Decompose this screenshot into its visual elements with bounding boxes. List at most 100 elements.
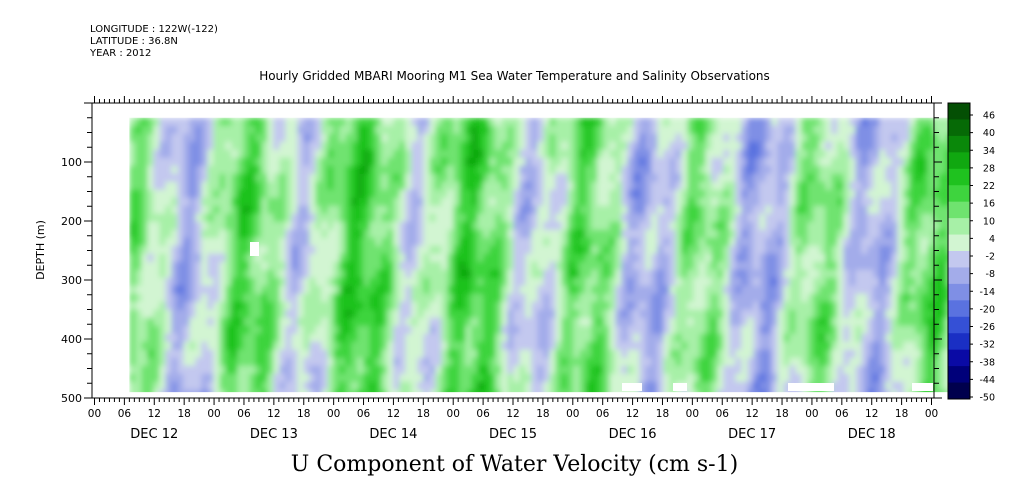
heat-cell [339,213,347,223]
heat-cell [369,221,377,231]
heat-cell [717,389,725,393]
heat-cell [567,357,575,367]
heat-cell [429,157,437,167]
heat-cell [579,341,587,351]
heat-cell [891,277,899,287]
heat-cell [255,125,263,135]
heat-cell [129,197,137,207]
heat-cell [729,253,737,263]
heat-cell [633,141,641,151]
heat-cell [525,381,533,391]
heat-cell [543,149,551,159]
heat-cell [129,317,137,327]
heat-cell [651,189,659,199]
heat-cell [615,333,623,343]
heat-cell [453,293,461,303]
heat-cell [501,213,509,223]
heat-cell [531,325,539,335]
heat-cell [807,237,815,247]
heat-cell [783,381,791,391]
heat-cell [237,253,245,263]
heat-cell [561,261,569,271]
heat-cell [423,293,431,303]
heat-cell [309,261,317,271]
heat-cell [855,317,863,327]
heat-cell [273,309,281,319]
heat-cell [219,245,227,255]
heat-cell [789,189,797,199]
heat-cell [789,205,797,215]
heat-cell [537,277,545,287]
heat-cell [423,261,431,271]
heat-cell [309,141,317,151]
heat-cell [291,381,299,391]
heat-cell [537,197,545,207]
heat-cell [915,309,923,319]
heat-cell [189,157,197,167]
heat-cell [933,389,941,393]
heat-cell [525,285,533,295]
heat-cell [717,381,725,391]
heat-cell [891,309,899,319]
heat-cell [819,125,827,135]
heat-cell [771,285,779,295]
heat-cell [933,253,941,263]
heat-cell [561,317,569,327]
heat-cell [141,229,149,239]
heat-cell [153,125,161,135]
heat-cell [495,133,503,143]
heat-cell [687,261,695,271]
heat-cell [819,365,827,375]
heat-cell [699,237,707,247]
heat-cell [933,133,941,143]
heat-cell [369,349,377,359]
heat-cell [585,157,593,167]
heat-cell [771,205,779,215]
heat-cell [699,309,707,319]
heat-cell [405,205,413,215]
heat-cell [765,117,773,127]
heat-cell [129,349,137,359]
heat-cell [303,141,311,151]
heat-cell [657,325,665,335]
heat-cell [267,389,275,393]
heat-cell [171,229,179,239]
heat-cell [177,237,185,247]
heat-cell [477,165,485,175]
heat-cell [549,261,557,271]
heat-cell [135,389,143,393]
heat-cell [327,237,335,247]
heat-cell [939,269,947,279]
heat-cell [447,269,455,279]
heat-cell [351,293,359,303]
heat-cell [729,285,737,295]
heat-cell [351,237,359,247]
heat-cell [873,173,881,183]
heat-cell [207,317,215,327]
heat-cell [141,277,149,287]
heat-cell [813,237,821,247]
heat-cell [915,269,923,279]
heat-cell [255,141,263,151]
heat-cell [405,133,413,143]
heat-cell [639,325,647,335]
heat-cell [231,197,239,207]
heat-cell [129,245,137,255]
heat-cell [231,333,239,343]
heat-cell [453,341,461,351]
heat-cell [741,301,749,311]
heat-cell [651,301,659,311]
heat-cell [909,221,917,231]
heat-cell [543,357,551,367]
missing-data-patch [912,383,933,391]
heat-cell [627,261,635,271]
heat-cell [165,213,173,223]
heat-cell [843,173,851,183]
heat-cell [915,125,923,135]
heat-cell [729,357,737,367]
heat-cell [345,197,353,207]
heat-cell [399,245,407,255]
heat-cell [219,357,227,367]
heat-cell [195,133,203,143]
heat-cell [225,301,233,311]
